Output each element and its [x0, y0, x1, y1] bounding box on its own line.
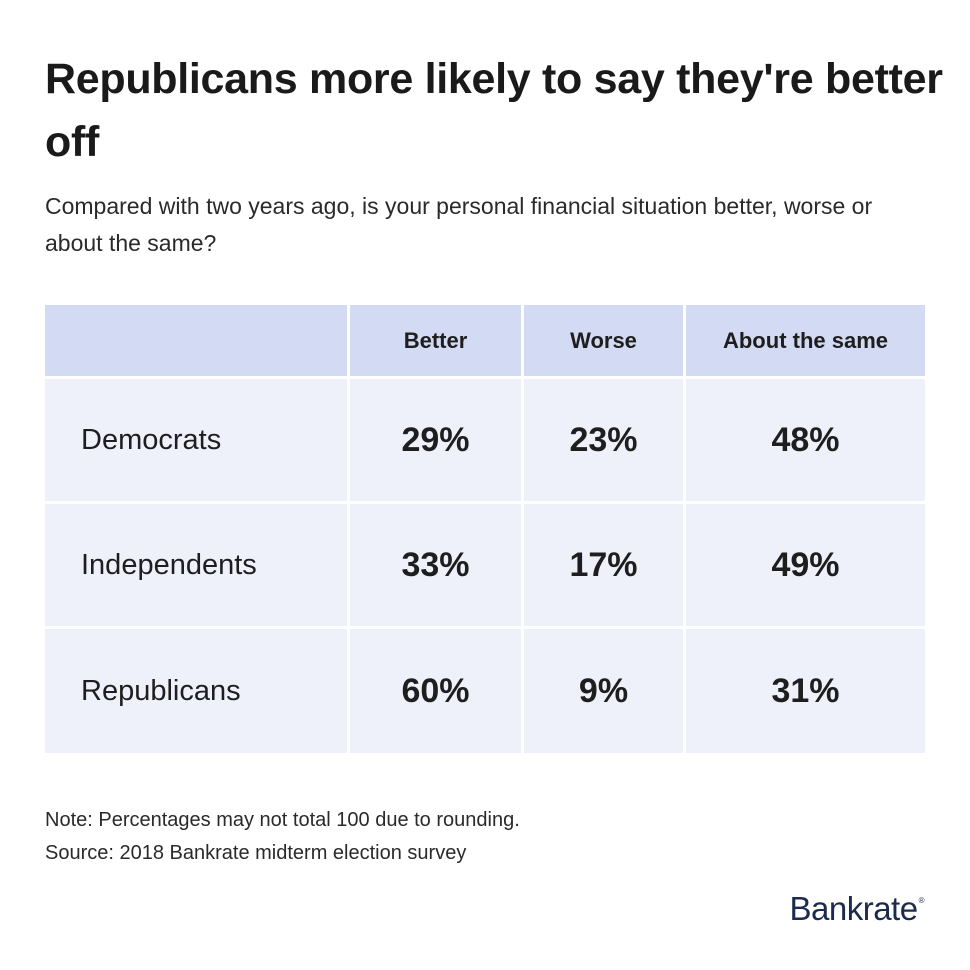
row-label: Democrats	[45, 379, 347, 501]
bankrate-logo-text: Bankrate	[789, 890, 919, 927]
footnotes: Note: Percentages may not total 100 due …	[45, 804, 520, 870]
note-text: Note: Percentages may not total 100 due …	[45, 809, 520, 831]
value-cell: 29%	[350, 379, 521, 501]
row-label: Republicans	[45, 629, 347, 753]
header-cell-empty	[45, 305, 347, 376]
column-header: Better	[350, 305, 521, 376]
value-cell: 23%	[524, 379, 683, 501]
column-header: Worse	[524, 305, 683, 376]
value-cell: 9%	[524, 629, 683, 753]
column-header: About the same	[686, 305, 925, 376]
bankrate-logo: Bankrate®	[790, 890, 925, 928]
row-label: Independents	[45, 504, 347, 626]
registered-mark: ®	[918, 896, 925, 905]
value-cell: 60%	[350, 629, 521, 753]
value-cell: 31%	[686, 629, 925, 753]
value-cell: 49%	[686, 504, 925, 626]
data-table: Better Worse About the same Democrats 29% 23%…	[45, 305, 925, 753]
source-text: Source: 2018 Bankrate midterm election s…	[45, 842, 467, 864]
chart-subtitle: Compared with two years ago, is your per…	[45, 193, 873, 256]
value-cell: 17%	[524, 504, 683, 626]
chart-title: Republicans more likely to say they're b…	[45, 55, 943, 166]
value-cell: 48%	[686, 379, 925, 501]
value-cell: 33%	[350, 504, 521, 626]
